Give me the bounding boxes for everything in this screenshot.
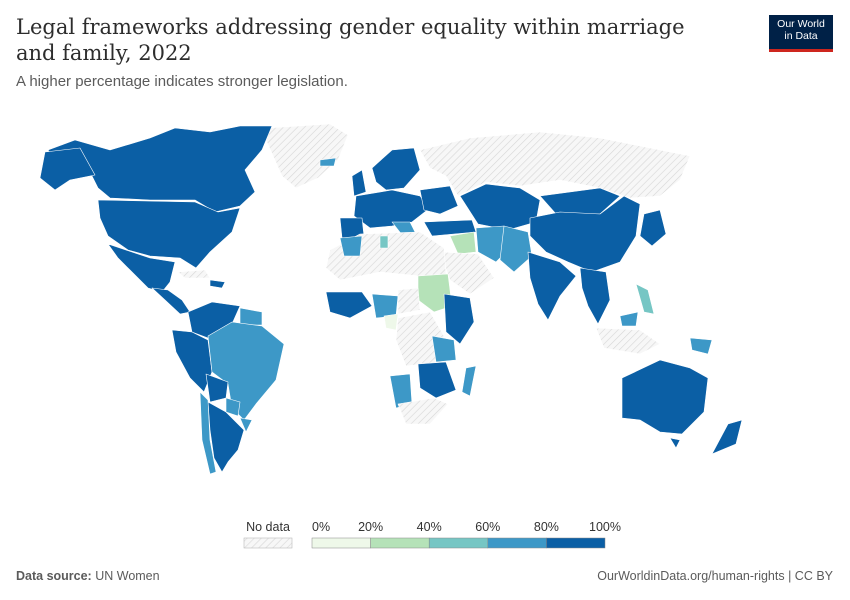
legend-bin-3[interactable] <box>487 537 547 549</box>
legend-tick-labels: 0% 20% 40% 60% 80% 100% <box>312 520 621 534</box>
legend-color-bins <box>311 537 606 549</box>
country-new-zealand[interactable] <box>711 419 743 455</box>
country-philippines[interactable] <box>635 283 655 315</box>
world-map[interactable]: No data 0% 20% 40% 60% 80% 100% <box>0 118 850 558</box>
country-papua-new-guinea[interactable] <box>689 337 713 355</box>
country-ethiopia-kenya[interactable] <box>443 293 475 345</box>
country-russia[interactable] <box>419 131 691 199</box>
country-uk[interactable] <box>351 169 367 197</box>
country-mongolia[interactable] <box>539 187 621 215</box>
legend-tick-1: 20% <box>358 520 383 534</box>
country-guianas[interactable] <box>239 307 263 326</box>
legend-bin-1[interactable] <box>370 537 430 549</box>
country-alaska[interactable] <box>39 147 96 191</box>
country-central-america[interactable] <box>151 287 191 315</box>
country-brazil[interactable] <box>207 321 285 421</box>
logo-line-1: Our World <box>777 18 825 30</box>
country-scandinavia[interactable] <box>371 147 421 191</box>
country-cuba[interactable] <box>177 269 211 279</box>
country-kazakhstan-central-asia[interactable] <box>459 183 541 231</box>
country-chile[interactable] <box>199 391 217 475</box>
country-korea-japan[interactable] <box>639 209 667 247</box>
country-indonesia[interactable] <box>595 327 661 355</box>
country-libya-egypt[interactable] <box>379 235 389 249</box>
country-pakistan-afghanistan[interactable] <box>499 225 533 273</box>
country-southern-africa[interactable] <box>397 397 449 425</box>
country-west-africa[interactable] <box>325 291 373 319</box>
country-tanzania[interactable] <box>431 335 457 363</box>
legend-tick-4: 80% <box>534 520 559 534</box>
country-paraguay[interactable] <box>225 397 241 417</box>
country-iceland[interactable] <box>319 157 337 167</box>
legend-bin-2[interactable] <box>428 537 489 549</box>
country-chad[interactable] <box>397 287 421 315</box>
country-iraq[interactable] <box>449 231 477 255</box>
country-madagascar[interactable] <box>461 365 477 397</box>
chart-title: Legal frameworks addressing gender equal… <box>16 15 685 65</box>
country-ecuador-peru[interactable] <box>171 329 213 393</box>
legend-no-data-label: No data <box>246 520 290 534</box>
legend-tick-5: 100% <box>589 520 621 534</box>
legend-bin-0[interactable] <box>311 537 371 549</box>
data-source-label: Data source: <box>16 569 92 583</box>
country-argentina[interactable] <box>207 401 245 473</box>
country-usa[interactable] <box>97 199 241 269</box>
legend-tick-2: 40% <box>417 520 442 534</box>
country-china[interactable] <box>529 195 641 273</box>
logo-line-2: in Data <box>784 30 818 42</box>
country-tasmania[interactable] <box>669 437 681 449</box>
country-eastern-europe[interactable] <box>419 185 459 215</box>
data-source: Data source: UN Women <box>16 569 160 583</box>
chart-subtitle: A higher percentage indicates stronger l… <box>16 73 348 90</box>
country-caribbean[interactable] <box>209 279 226 289</box>
map-legend: No data 0% 20% 40% 60% 80% 100% <box>243 520 621 549</box>
country-turkey[interactable] <box>423 219 477 237</box>
country-canada[interactable] <box>47 125 273 213</box>
country-southeast-asia[interactable] <box>579 267 611 325</box>
country-zambia-zimbabwe[interactable] <box>417 361 457 399</box>
legend-tick-0: 0% <box>312 520 330 534</box>
country-cameroon[interactable] <box>383 313 399 331</box>
data-source-value: UN Women <box>95 569 160 583</box>
country-uruguay[interactable] <box>239 417 253 433</box>
country-australia[interactable] <box>621 359 709 435</box>
country-morocco[interactable] <box>339 235 363 257</box>
footer-link[interactable]: OurWorldinData.org/human-rights | CC BY <box>597 569 833 583</box>
legend-bin-4[interactable] <box>546 537 606 549</box>
legend-tick-3: 60% <box>475 520 500 534</box>
legend-no-data-swatch <box>243 537 293 549</box>
country-india[interactable] <box>527 251 577 321</box>
owid-logo[interactable]: Our World in Data <box>769 15 833 52</box>
country-malaysia[interactable] <box>619 311 639 327</box>
country-greenland[interactable] <box>265 123 349 189</box>
